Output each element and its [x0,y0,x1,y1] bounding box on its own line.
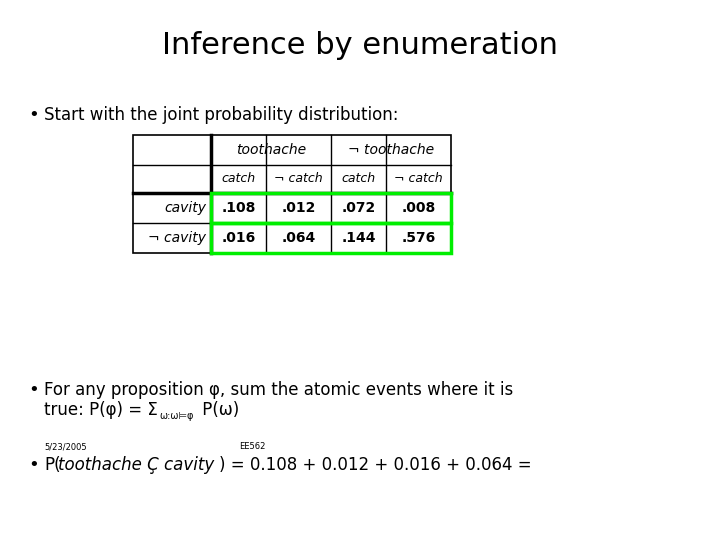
Text: .576: .576 [401,231,436,245]
Text: ¬ cavity: ¬ cavity [148,231,206,245]
Text: •: • [28,381,39,399]
Bar [211,223,451,253]
Text: For any proposition φ, sum the atomic events where it is: For any proposition φ, sum the atomic ev… [44,381,513,399]
Text: .016: .016 [221,231,256,245]
Text: toothache: toothache [236,143,306,157]
Text: •: • [28,106,39,124]
Bar [211,193,451,223]
Text: .008: .008 [401,201,436,215]
Text: Start with the joint probability distribution:: Start with the joint probability distrib… [44,106,398,124]
Text: catch: catch [341,172,376,186]
Text: ¬ catch: ¬ catch [274,172,323,186]
Text: .012: .012 [282,201,315,215]
Text: catch: catch [222,172,256,186]
Text: cavity: cavity [164,201,206,215]
Text: toothache Ç cavity: toothache Ç cavity [58,456,215,474]
Text: .108: .108 [221,201,256,215]
Text: •: • [28,456,39,474]
Text: .072: .072 [341,201,376,215]
Text: .144: .144 [341,231,376,245]
Text: ω:ω⊨φ: ω:ω⊨φ [159,411,194,421]
Text: ¬ catch: ¬ catch [394,172,443,186]
Text: ¬ toothache: ¬ toothache [348,143,434,157]
Text: P(ω): P(ω) [197,401,239,419]
Text: .064: .064 [282,231,315,245]
Text: P(: P( [44,456,60,474]
Text: true: P(φ) = Σ: true: P(φ) = Σ [44,401,158,419]
Text: 5/23/2005: 5/23/2005 [44,442,86,451]
Text: ) = 0.108 + 0.012 + 0.016 + 0.064 =: ) = 0.108 + 0.012 + 0.016 + 0.064 = [219,456,531,474]
Text: Inference by enumeration: Inference by enumeration [162,30,558,59]
Text: EE562: EE562 [239,442,266,451]
Bar [133,135,451,253]
